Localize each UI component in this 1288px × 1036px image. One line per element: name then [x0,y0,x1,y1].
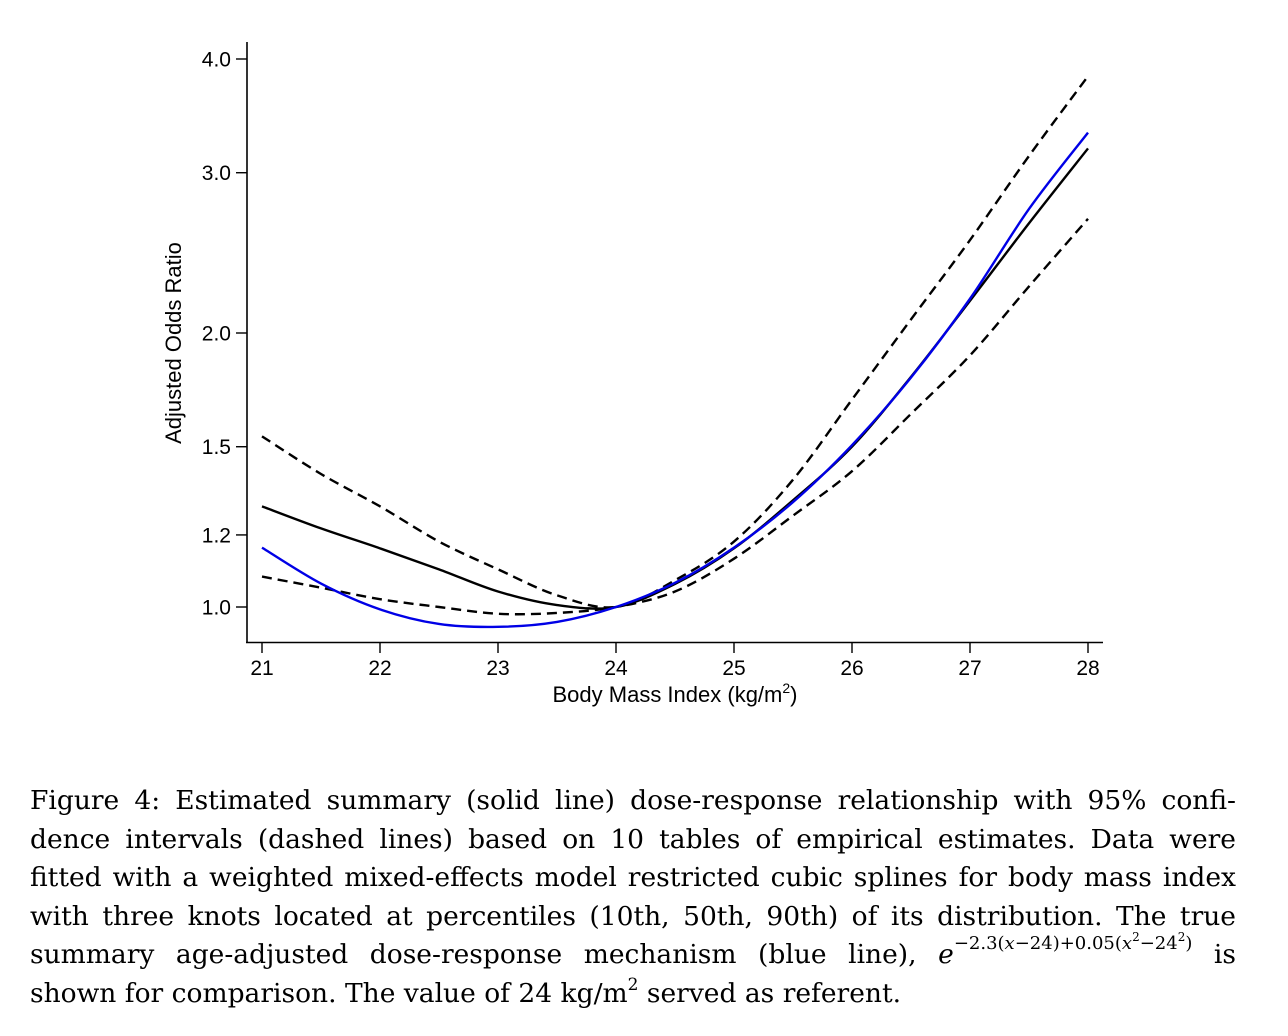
caption-text: shown for comparison. The value of 24 kg… [30,977,628,1009]
caption-line: dence intervals (dashed lines) based on … [30,823,1236,855]
formula-part: −2.3( [953,933,1005,954]
formula-var: x [1121,933,1133,954]
x-axis-title-close: ) [790,682,797,707]
series-estimated-summary-line [261,147,1089,610]
axes [246,42,1103,644]
dose-response-chart: 1.0 1.2 1.5 2.0 3.0 4.0 21 22 23 24 25 26 27 28 Adju… [161,42,1103,707]
formula-sup: 2 [1177,930,1186,944]
series-upper-ci-line [261,75,1089,609]
caption-text: is [1192,939,1236,970]
caption-text: summary age-adjusted dose-response mecha… [30,939,939,970]
y-tick-label: 1.0 [202,597,231,620]
formula-exponent: −2.3(x−24)+0.05(x2−242) [953,930,1193,954]
x-tick-label: 26 [840,657,863,680]
x-axis-title: Body Mass Index (kg/m2) [553,680,798,707]
x-ticks: 21 22 23 24 25 26 27 28 [250,642,1100,680]
caption-sup: 2 [627,974,639,995]
formula-part: −24 [1139,933,1178,954]
formula-part: ) [1185,933,1193,954]
x-tick-label: 28 [1076,657,1099,680]
x-tick-label: 24 [604,657,628,680]
x-tick-label: 21 [250,657,273,680]
caption-line: Figure 4: Estimated summary (solid line)… [30,785,1236,816]
series-lower-ci-line [261,217,1089,616]
y-axis-title: Adjusted Odds Ratio [161,242,186,444]
formula-part: −24)+0.05( [1014,933,1122,954]
series-true-mechanism-line [261,131,1089,629]
figure-caption: Figure 4: Estimated summary (solid line)… [30,782,1236,1013]
caption-line: with three knots located at percentiles … [30,900,1236,932]
y-tick-label: 3.0 [202,162,231,185]
y-tick-label: 1.5 [202,436,231,459]
caption-text: served as referent. [638,977,902,1009]
y-ticks: 1.0 1.2 1.5 2.0 3.0 4.0 [202,48,247,620]
y-tick-label: 1.2 [202,524,231,547]
formula-var: x [1004,933,1015,954]
series-group [261,75,1089,629]
x-tick-label: 25 [722,657,745,680]
formula: e−2.3(x−24)+0.05(x2−242) [938,931,1192,970]
formula-sup: 2 [1132,930,1140,944]
x-tick-label: 27 [958,657,981,680]
x-tick-label: 23 [486,657,509,680]
formula-base: e [938,939,954,970]
caption-line: summary age-adjusted dose-response mecha… [30,931,1236,975]
y-tick-label: 4.0 [202,48,231,71]
x-axis-title-sup: 2 [782,680,790,696]
x-axis-title-text: Body Mass Index (kg/m [553,682,783,707]
caption-line: shown for comparison. The value of 24 kg… [30,975,1236,1014]
x-tick-label: 22 [368,657,391,680]
caption-line: fitted with a weighted mixed-effects mod… [30,862,1236,893]
y-tick-label: 2.0 [202,322,231,345]
